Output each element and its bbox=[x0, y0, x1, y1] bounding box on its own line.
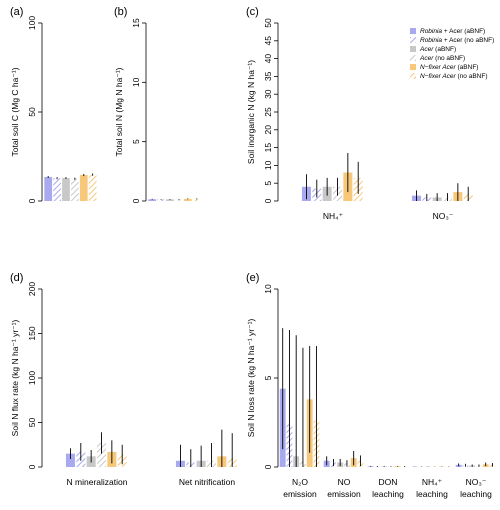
y-tick-label: 5 bbox=[131, 139, 141, 144]
bar bbox=[97, 442, 106, 467]
legend-swatch bbox=[410, 64, 416, 70]
category-label: NO bbox=[338, 477, 351, 487]
y-tick-label: 30 bbox=[263, 89, 273, 99]
bar bbox=[65, 453, 75, 467]
y-tick-label: 15 bbox=[131, 18, 141, 28]
category-label: leaching bbox=[460, 489, 492, 499]
bar bbox=[192, 198, 201, 201]
y-axis: 0 50 100 150 200 bbox=[27, 282, 43, 469]
legend-entry: Robinia + Acer (no aBNF) bbox=[420, 37, 494, 44]
legend-swatch bbox=[410, 55, 416, 61]
legend-swatch bbox=[410, 73, 416, 79]
legend: Robinia + Acer (aBNF) Robinia + Acer (no … bbox=[410, 28, 494, 80]
legend-swatch bbox=[410, 46, 416, 52]
y-tick-label: 50 bbox=[27, 418, 37, 428]
panel-label: (a) bbox=[10, 6, 23, 18]
panel-1: 0 5 10 15 (b) Total soil N (Mg N ha⁻¹) bbox=[114, 6, 201, 203]
bar bbox=[175, 199, 183, 201]
y-axis-label: Soil N flux rate (kg N ha⁻¹ yr⁻¹) bbox=[10, 320, 20, 437]
legend-entry: Robinia + Acer (aBNF) bbox=[420, 28, 485, 35]
y-tick-label: 20 bbox=[263, 125, 273, 135]
panel-0: 0 50 100 (a) Total soil C (Mg C ha⁻¹) bbox=[10, 6, 97, 203]
bar bbox=[53, 178, 61, 201]
y-tick-label: 5 bbox=[263, 375, 273, 380]
bar bbox=[166, 199, 174, 201]
bar bbox=[88, 174, 97, 201]
y-tick-label: 0 bbox=[131, 198, 141, 203]
y-tick-label: 0 bbox=[263, 198, 273, 203]
y-tick-label: 200 bbox=[27, 282, 37, 296]
y-tick-label: 100 bbox=[27, 371, 37, 385]
y-axis-label: Soil N loss rate (kg N ha⁻¹ yr⁻¹) bbox=[246, 319, 256, 438]
legend-entry: N−fixer Acer (aBNF) bbox=[420, 64, 478, 71]
bar bbox=[71, 178, 79, 201]
legend-entry: Acer (aBNF) bbox=[419, 46, 456, 53]
category-label: Net nitrification bbox=[179, 477, 235, 487]
y-axis: 0 5 10 15 bbox=[131, 18, 147, 203]
y-tick-label: 0 bbox=[27, 464, 37, 469]
category-label: emission bbox=[327, 489, 361, 499]
bar bbox=[79, 175, 88, 201]
category-label: N₂O bbox=[292, 477, 308, 487]
y-axis: 0 5 10 15 20 25 30 35 40 45 50 bbox=[263, 18, 279, 203]
bar bbox=[183, 198, 192, 201]
bar bbox=[44, 176, 53, 201]
y-axis: 0 50 100 bbox=[27, 16, 43, 203]
y-tick-label: 25 bbox=[263, 107, 273, 117]
category-label: NH₄⁺ bbox=[422, 477, 443, 487]
bar bbox=[157, 199, 165, 201]
panel-label: (d) bbox=[10, 272, 23, 284]
y-axis-label: Total soil C (Mg C ha⁻¹) bbox=[10, 67, 20, 156]
y-tick-label: 50 bbox=[263, 18, 273, 28]
panel-2: 0 5 10 15 20 25 30 35 40 45 50 (c) Soil inorganic N … bbox=[246, 6, 473, 221]
y-tick-label: 100 bbox=[27, 16, 37, 30]
y-tick-label: 40 bbox=[263, 54, 273, 64]
bar bbox=[148, 199, 157, 201]
panel-label: (e) bbox=[246, 272, 259, 284]
category-label: leaching bbox=[416, 489, 448, 499]
bar bbox=[62, 178, 70, 201]
category-label: NO₃⁻ bbox=[433, 211, 454, 221]
category-label: emission bbox=[283, 489, 317, 499]
legend-entry: Acer (no aBNF) bbox=[419, 55, 465, 62]
y-axis: 0 5 10 bbox=[263, 284, 279, 469]
y-tick-label: 10 bbox=[263, 160, 273, 170]
category-label: N mineralization bbox=[67, 477, 128, 487]
panel-label: (b) bbox=[114, 6, 127, 18]
y-tick-label: 35 bbox=[263, 71, 273, 81]
y-tick-label: 150 bbox=[27, 326, 37, 340]
legend-entry: N−fixer Acer (no aBNF) bbox=[420, 73, 488, 80]
category-label: leaching bbox=[372, 489, 404, 499]
y-tick-label: 5 bbox=[263, 181, 273, 186]
y-tick-label: 0 bbox=[27, 198, 37, 203]
panel-label: (c) bbox=[246, 6, 259, 18]
category-label: DON bbox=[379, 477, 398, 487]
y-axis-label: Total soil N (Mg N ha⁻¹) bbox=[114, 67, 124, 156]
y-tick-label: 0 bbox=[263, 464, 273, 469]
y-tick-label: 45 bbox=[263, 36, 273, 46]
panel-4: 0 5 10 (e) Soil N loss rate (kg N ha⁻¹ yr⁻¹)… bbox=[246, 272, 496, 499]
category-label: NO₃⁻ bbox=[466, 477, 487, 487]
panel-3: 0 50 100 150 200 (d) Soil N flux rate (kg N ha… bbox=[10, 272, 237, 487]
y-tick-label: 10 bbox=[263, 284, 273, 294]
y-tick-label: 10 bbox=[131, 77, 141, 87]
legend-swatch bbox=[410, 37, 416, 43]
y-tick-label: 15 bbox=[263, 143, 273, 153]
y-tick-label: 50 bbox=[27, 107, 37, 117]
legend-swatch bbox=[410, 28, 416, 34]
category-label: NH₄⁺ bbox=[323, 211, 344, 221]
y-axis-label: Soil inorganic N (kg N ha⁻¹) bbox=[246, 60, 256, 164]
